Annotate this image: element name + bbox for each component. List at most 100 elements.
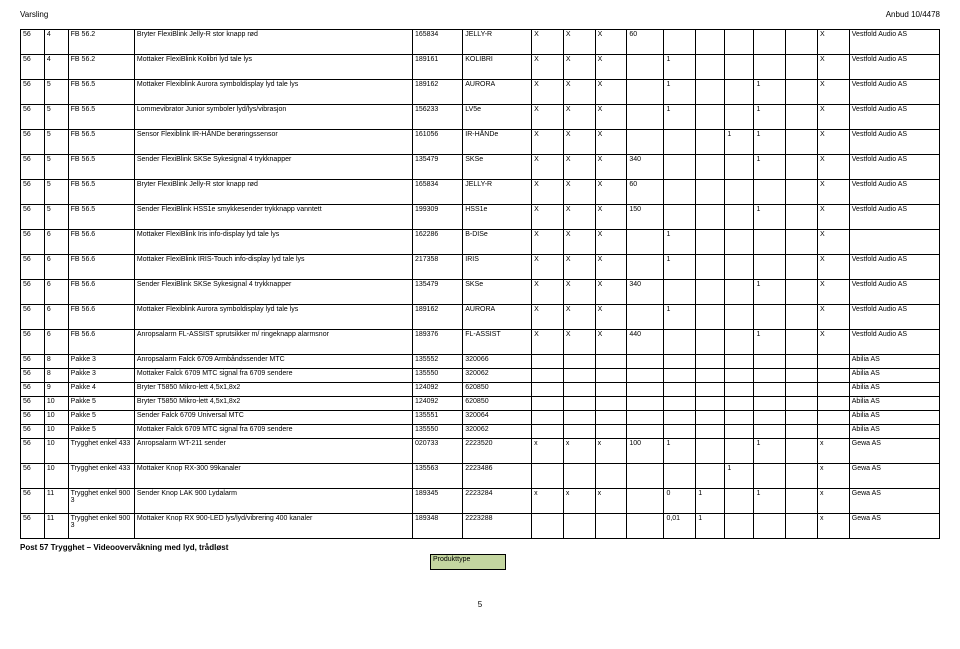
cell-c1: 56 (21, 514, 45, 539)
cell-c1: 56 (21, 205, 45, 230)
cell-c11 (664, 330, 696, 355)
cell-c4: Mottaker Falck 6709 MTC signal fra 6709 … (134, 425, 412, 439)
cell-c11 (664, 383, 696, 397)
cell-c12 (696, 155, 725, 180)
cell-c6: 2223520 (463, 439, 532, 464)
cell-c2: 4 (44, 55, 68, 80)
cell-c5: 124092 (412, 383, 462, 397)
cell-c17: Abilia AS (849, 355, 939, 369)
cell-c7: X (532, 30, 564, 55)
cell-c13 (725, 425, 754, 439)
cell-c4: Mottaker Flexiblink Aurora symboldisplay… (134, 80, 412, 105)
cell-c9: X (595, 155, 627, 180)
cell-c8 (563, 425, 595, 439)
cell-c15 (786, 130, 818, 155)
cell-c8: X (563, 155, 595, 180)
table-row: 5610Pakke 5Sender Falck 6709 Universal M… (21, 411, 940, 425)
cell-c13 (725, 383, 754, 397)
cell-c6: AURORA (463, 305, 532, 330)
cell-c1: 56 (21, 255, 45, 280)
cell-c7 (532, 355, 564, 369)
cell-c15 (786, 411, 818, 425)
page-header: Varsling Anbud 10/4478 (20, 10, 940, 19)
cell-c10 (627, 369, 664, 383)
cell-c13 (725, 439, 754, 464)
cell-c13 (725, 305, 754, 330)
cell-c11: 1 (664, 80, 696, 105)
cell-c4: Sensor Flexiblink IR-HÅNDe berøringssens… (134, 130, 412, 155)
cell-c16: X (818, 205, 850, 230)
cell-c11: 1 (664, 230, 696, 255)
cell-c9: X (595, 55, 627, 80)
cell-c9: X (595, 305, 627, 330)
table-row: 565FB 56.5Lommevibrator Junior symboler … (21, 105, 940, 130)
cell-c15 (786, 305, 818, 330)
cell-c9: X (595, 255, 627, 280)
cell-c4: Sender FlexiBlink SKSe Sykesignal 4 tryk… (134, 155, 412, 180)
cell-c2: 5 (44, 130, 68, 155)
cell-c8: X (563, 205, 595, 230)
cell-c16 (818, 411, 850, 425)
table-row: 564FB 56.2Mottaker FlexiBlink Kolibri ly… (21, 55, 940, 80)
cell-c9: X (595, 330, 627, 355)
cell-c11 (664, 397, 696, 411)
cell-c5: 189162 (412, 80, 462, 105)
cell-c15 (786, 330, 818, 355)
cell-c12 (696, 30, 725, 55)
produkttype-row: Produkttype (20, 554, 940, 570)
cell-c5: 189162 (412, 305, 462, 330)
header-right: Anbud 10/4478 (886, 10, 940, 19)
cell-c11 (664, 425, 696, 439)
cell-c16 (818, 355, 850, 369)
cell-c14 (754, 30, 786, 55)
cell-c14 (754, 255, 786, 280)
cell-c9: X (595, 105, 627, 130)
cell-c16: X (818, 180, 850, 205)
cell-c12 (696, 369, 725, 383)
cell-c2: 6 (44, 255, 68, 280)
cell-c6: JELLY-R (463, 30, 532, 55)
table-row: 565FB 56.5Sender FlexiBlink SKSe Sykesig… (21, 155, 940, 180)
cell-c15 (786, 155, 818, 180)
cell-c4: Bryter T5850 Mikro-lett 4,5x1,8x2 (134, 383, 412, 397)
cell-c5: 165834 (412, 30, 462, 55)
cell-c10 (627, 230, 664, 255)
cell-c14 (754, 180, 786, 205)
cell-c10: 340 (627, 280, 664, 305)
cell-c16: X (818, 130, 850, 155)
cell-c12: 1 (696, 489, 725, 514)
cell-c7: X (532, 55, 564, 80)
cell-c11 (664, 180, 696, 205)
table-row: 5610Trygghet enkel 433Anropsalarm WT-211… (21, 439, 940, 464)
cell-c8 (563, 514, 595, 539)
cell-c10 (627, 55, 664, 80)
cell-c10 (627, 80, 664, 105)
cell-c14: 1 (754, 439, 786, 464)
cell-c5: 135551 (412, 411, 462, 425)
cell-c12 (696, 55, 725, 80)
cell-c16: X (818, 155, 850, 180)
cell-c2: 5 (44, 155, 68, 180)
table-row: 5610Pakke 5Mottaker Falck 6709 MTC signa… (21, 425, 940, 439)
cell-c13 (725, 80, 754, 105)
cell-c6: KOLIBRI (463, 55, 532, 80)
cell-c13 (725, 330, 754, 355)
cell-c6: 320064 (463, 411, 532, 425)
cell-c1: 56 (21, 280, 45, 305)
cell-c3: FB 56.5 (68, 130, 134, 155)
table-row: 564FB 56.2Bryter FlexiBlink Jelly-R stor… (21, 30, 940, 55)
cell-c8 (563, 397, 595, 411)
cell-c11: 1 (664, 305, 696, 330)
cell-c12 (696, 130, 725, 155)
cell-c3: FB 56.2 (68, 55, 134, 80)
cell-c3: Pakke 3 (68, 355, 134, 369)
cell-c4: Bryter FlexiBlink Jelly-R stor knapp rød (134, 180, 412, 205)
cell-c16 (818, 425, 850, 439)
produkttype-cell: Produkttype (431, 555, 506, 570)
cell-c8: X (563, 30, 595, 55)
cell-c15 (786, 205, 818, 230)
cell-c2: 10 (44, 464, 68, 489)
cell-c1: 56 (21, 105, 45, 130)
cell-c4: Mottaker Knop RX 900-LED lys/lyd/vibreri… (134, 514, 412, 539)
cell-c1: 56 (21, 369, 45, 383)
